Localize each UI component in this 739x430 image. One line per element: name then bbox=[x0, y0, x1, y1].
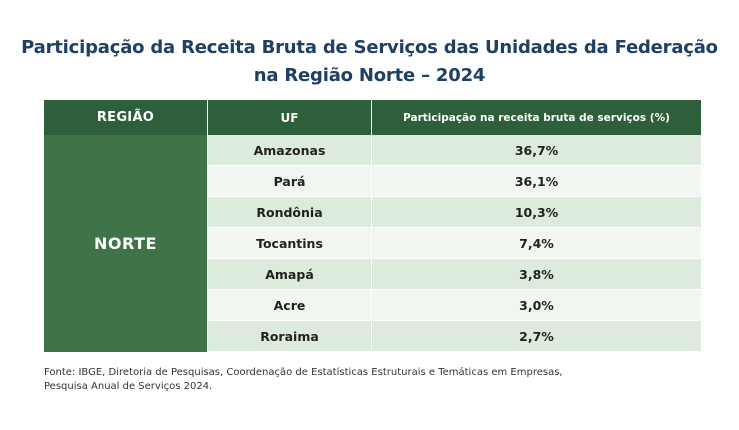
value-cell: 10,3% bbox=[371, 196, 701, 228]
header-uf: UF bbox=[207, 100, 372, 135]
header-participacao: Participação na receita bruta de serviço… bbox=[371, 100, 701, 135]
title-line-1: Participação da Receita Bruta de Serviço… bbox=[21, 37, 718, 58]
source-line-1: Fonte: IBGE, Diretoria de Pesquisas, Coo… bbox=[44, 367, 563, 378]
data-table: REGIÃO UF Participação na receita bruta … bbox=[44, 100, 701, 352]
title-line-2: na Região Norte – 2024 bbox=[253, 65, 486, 86]
uf-cell: Acre bbox=[207, 289, 372, 321]
value-cell: 3,8% bbox=[371, 258, 701, 290]
uf-cell: Tocantins bbox=[207, 227, 372, 259]
value-cell: 7,4% bbox=[371, 227, 701, 259]
uf-cell: Amapá bbox=[207, 258, 372, 290]
region-cell: NORTE bbox=[44, 135, 208, 352]
table-row: Tocantins 7,4% bbox=[44, 227, 701, 259]
table-row: Amapá 3,8% bbox=[44, 258, 701, 290]
table-row: Roraima 2,7% bbox=[44, 320, 701, 352]
value-cell: 36,1% bbox=[371, 165, 701, 197]
source-note: Fonte: IBGE, Diretoria de Pesquisas, Coo… bbox=[44, 366, 704, 394]
table-header-row: REGIÃO UF Participação na receita bruta … bbox=[44, 100, 701, 135]
value-cell: 36,7% bbox=[371, 135, 701, 166]
page-title: Participação da Receita Bruta de Serviço… bbox=[0, 34, 739, 90]
uf-cell: Rondônia bbox=[207, 196, 372, 228]
header-regiao: REGIÃO bbox=[44, 100, 208, 135]
value-cell: 3,0% bbox=[371, 289, 701, 321]
uf-cell: Pará bbox=[207, 165, 372, 197]
uf-cell: Roraima bbox=[207, 320, 372, 352]
table-row: Acre 3,0% bbox=[44, 289, 701, 321]
table-row: Pará 36,1% bbox=[44, 165, 701, 197]
table-row: NORTE Amazonas 36,7% bbox=[44, 135, 701, 352]
uf-cell: Amazonas bbox=[207, 135, 372, 166]
value-cell: 2,7% bbox=[371, 320, 701, 352]
table-row: Rondônia 10,3% bbox=[44, 196, 701, 228]
source-line-2: Pesquisa Anual de Serviços 2024. bbox=[44, 381, 213, 392]
